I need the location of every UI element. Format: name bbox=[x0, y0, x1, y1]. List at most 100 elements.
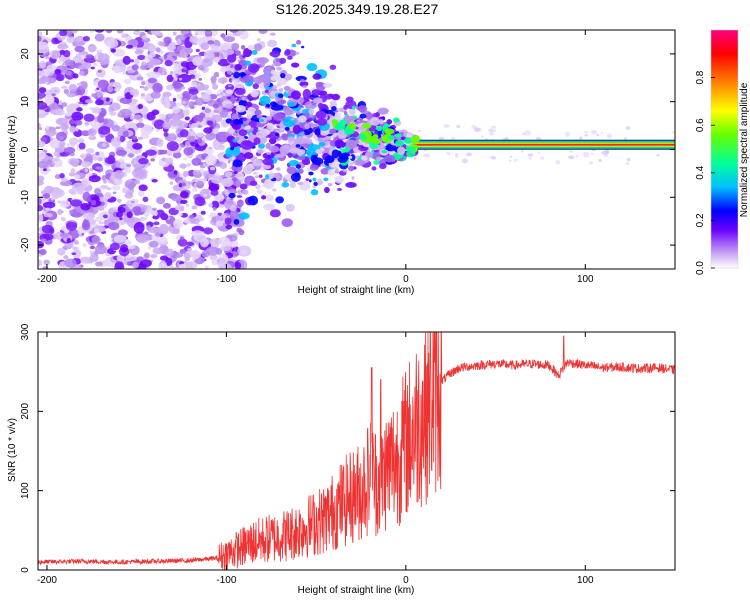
spectral-blob bbox=[83, 223, 89, 228]
spectral-blob bbox=[312, 185, 317, 189]
spectral-blob bbox=[246, 107, 257, 116]
spectral-blob bbox=[235, 171, 245, 180]
spectral-blob bbox=[229, 30, 239, 33]
spectral-blob bbox=[76, 107, 83, 112]
spectral-blob bbox=[234, 261, 242, 269]
spectrogram-heatmap bbox=[38, 16, 675, 269]
spectral-blob bbox=[64, 112, 73, 117]
spectral-blob bbox=[302, 88, 311, 100]
spectral-blob bbox=[265, 142, 272, 150]
spectral-blob bbox=[89, 221, 96, 225]
spectral-blob bbox=[207, 40, 215, 45]
spectral-blob bbox=[109, 242, 121, 251]
spectral-blob bbox=[44, 94, 55, 105]
spectral-blob bbox=[153, 119, 166, 130]
spectral-blob bbox=[59, 173, 65, 179]
spectral-blob bbox=[59, 200, 70, 208]
spectral-blob bbox=[276, 58, 281, 62]
spectral-blob bbox=[233, 218, 240, 225]
spectral-blob bbox=[131, 64, 139, 71]
spectral-blob bbox=[626, 157, 631, 162]
spectral-blob bbox=[196, 223, 201, 226]
snr-ylabel: SNR (10 * v/v) bbox=[7, 418, 18, 482]
spectral-blob bbox=[348, 165, 355, 172]
spectral-blob bbox=[229, 204, 237, 212]
spectral-blob bbox=[176, 93, 183, 100]
spectral-blob bbox=[191, 205, 198, 210]
spectral-blob bbox=[535, 137, 542, 141]
spectral-blob bbox=[85, 197, 92, 202]
spectral-blob bbox=[145, 149, 157, 156]
spectral-blob bbox=[272, 113, 286, 122]
spectral-blob bbox=[129, 38, 139, 48]
spectral-blob bbox=[71, 30, 78, 34]
spectral-blob bbox=[220, 92, 224, 96]
spectral-blob bbox=[195, 48, 200, 53]
spectral-blob bbox=[337, 187, 342, 191]
spectral-blob bbox=[264, 89, 269, 94]
x-tick-label: 100 bbox=[577, 274, 594, 285]
spectral-blob bbox=[312, 177, 317, 182]
spectral-blob bbox=[275, 133, 280, 137]
spectral-blob bbox=[241, 16, 249, 21]
spectral-blob bbox=[158, 113, 167, 120]
spectral-blob bbox=[179, 236, 185, 240]
spectral-blob bbox=[372, 112, 380, 118]
spectral-blob bbox=[223, 36, 236, 43]
spectral-blob bbox=[371, 166, 377, 171]
spectral-blob bbox=[192, 187, 198, 192]
spectral-blob bbox=[58, 135, 64, 141]
spectral-blob bbox=[46, 82, 51, 86]
colorbar-frame bbox=[710, 29, 739, 269]
spectral-blob bbox=[139, 85, 145, 89]
snr-background bbox=[38, 332, 675, 570]
spectral-blob bbox=[38, 87, 47, 94]
spectral-blob bbox=[280, 72, 286, 79]
spectral-blob bbox=[342, 169, 348, 173]
x-tick-label: -200 bbox=[37, 274, 57, 285]
spectral-blob bbox=[217, 77, 228, 84]
spectral-blob bbox=[69, 125, 76, 133]
spectral-blob bbox=[183, 146, 194, 156]
spectral-blob bbox=[223, 53, 228, 57]
spectral-blob bbox=[40, 238, 47, 243]
spectral-blob bbox=[153, 211, 158, 217]
spectral-blob bbox=[45, 129, 57, 137]
spectral-blob bbox=[54, 68, 62, 75]
spectral-blob bbox=[132, 143, 143, 150]
spectral-blob bbox=[225, 224, 233, 230]
spectral-blob bbox=[124, 121, 138, 132]
spectral-blob bbox=[95, 261, 103, 267]
spectral-blob bbox=[232, 132, 239, 137]
spectral-blob bbox=[306, 63, 318, 72]
spectral-blob bbox=[281, 181, 290, 188]
spectral-blob bbox=[54, 156, 60, 162]
spectral-blob bbox=[361, 155, 367, 161]
spectral-blob bbox=[38, 30, 43, 37]
spectral-blob bbox=[79, 80, 88, 90]
spectral-blob bbox=[158, 223, 169, 235]
spectral-blob bbox=[133, 30, 141, 36]
spectral-blob bbox=[214, 193, 225, 202]
spectral-blob bbox=[235, 87, 246, 96]
spectral-blob bbox=[89, 245, 96, 250]
snr-series-line bbox=[38, 332, 675, 570]
spectral-blob bbox=[84, 155, 93, 162]
spectral-blob bbox=[204, 265, 209, 269]
spectral-blob bbox=[163, 131, 169, 137]
spectral-blob bbox=[671, 131, 675, 134]
spectral-blob bbox=[446, 151, 451, 155]
spectral-blob bbox=[245, 101, 253, 107]
spectral-blob bbox=[287, 56, 293, 60]
spectral-blob bbox=[85, 99, 94, 104]
spectral-blob bbox=[129, 88, 139, 96]
y-tick-label: -10 bbox=[20, 190, 31, 205]
spectral-blob bbox=[205, 246, 220, 256]
spectral-blob bbox=[126, 261, 133, 266]
spectral-blob bbox=[178, 212, 183, 217]
colorbar-tick-label: 0.6 bbox=[695, 118, 706, 132]
spectral-blob bbox=[121, 33, 128, 39]
spectral-blob bbox=[255, 130, 268, 139]
spectral-blob bbox=[224, 217, 232, 225]
spectral-blob bbox=[131, 261, 139, 269]
